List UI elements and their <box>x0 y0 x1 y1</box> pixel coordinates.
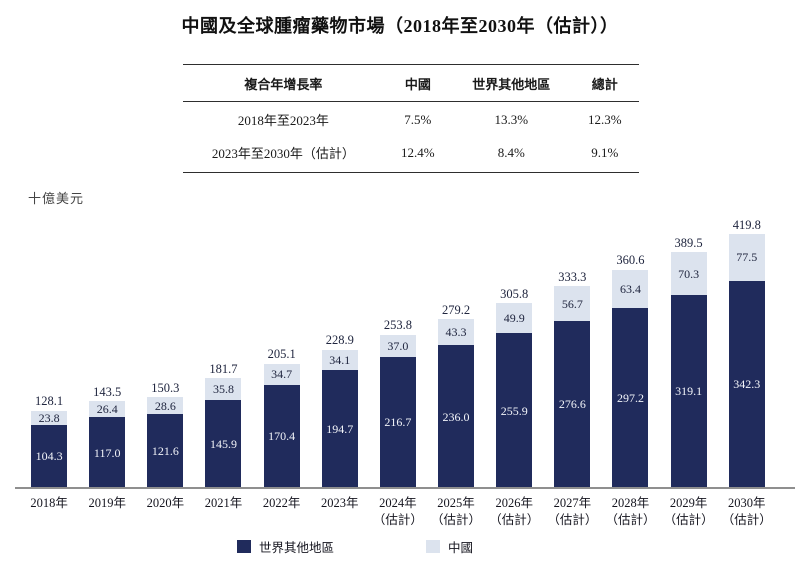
bar-segment-rest-of-world: 145.9 <box>205 399 242 488</box>
bar-segment-china: 49.9 <box>496 303 533 334</box>
x-axis-label: 2023年 <box>321 496 359 510</box>
bar-segment-china: 37.0 <box>379 334 416 357</box>
bar-segment-china: 35.8 <box>205 378 242 400</box>
bar-segment-rest-of-world: 276.6 <box>554 320 591 488</box>
x-axis-label: 2022年 <box>262 496 301 510</box>
x-axis-label: 2021年 <box>204 496 243 510</box>
bar-total-label: 205.1 <box>267 347 296 362</box>
bar-segment-china: 26.4 <box>89 401 126 418</box>
bar-column: 419.8 77.5 342.3 <box>718 206 776 488</box>
bar-total-label: 228.9 <box>325 333 354 348</box>
china-swatch-icon <box>426 540 441 553</box>
bar-column: 360.6 63.4 297.2 <box>601 206 659 488</box>
cagr-china-2: 12.4% <box>383 135 453 173</box>
bar-total-label: 419.8 <box>732 217 761 232</box>
legend: 世界其他地區 中國 <box>237 537 473 556</box>
x-axis-labels: 2018年 2019年 2020年 2021年 2022年 2023年 2024年 （估計） 2… <box>20 495 776 529</box>
x-axis-label: 2025年 （估計） <box>431 496 482 527</box>
bar-column: 279.2 43.3 236.0 <box>427 206 485 488</box>
bar-segment-rest-of-world: 117.0 <box>89 417 126 488</box>
bar-total-label: 389.5 <box>674 235 703 250</box>
bar-total-label: 181.7 <box>209 361 238 376</box>
bar-segment-china: 70.3 <box>670 252 707 295</box>
x-axis-line <box>15 487 795 489</box>
x-axis-label: 2020年 <box>146 496 185 510</box>
cagr-china-1: 7.5% <box>404 111 432 127</box>
bar-column: 205.1 34.7 170.4 <box>253 206 311 488</box>
cagr-rest-2: 8.4% <box>452 135 571 173</box>
cagr-total-2: 9.1% <box>570 135 639 173</box>
bar-segment-china: 77.5 <box>728 234 765 281</box>
bar-total-label: 150.3 <box>151 380 180 395</box>
bar-segment-rest-of-world: 216.7 <box>379 356 416 488</box>
bar-total-label: 128.1 <box>35 394 64 409</box>
bar-total-label: 253.8 <box>383 318 412 333</box>
bar-column: 389.5 70.3 319.1 <box>660 206 718 488</box>
cagr-header-rest-of-world: 世界其他地區 <box>452 64 571 102</box>
bar-total-label: 305.8 <box>500 286 529 301</box>
bar-segment-rest-of-world: 342.3 <box>728 280 765 488</box>
cagr-total-1: 12.3% <box>587 111 622 127</box>
bar-segment-rest-of-world: 104.3 <box>31 424 68 488</box>
bar-segment-china: 23.8 <box>31 410 68 425</box>
bar-segment-china: 34.7 <box>263 363 300 385</box>
x-axis-label: 2028年 （估計） <box>605 496 656 527</box>
x-axis-label: 2027年 （估計） <box>547 496 598 527</box>
x-axis-label: 2018年 <box>30 496 68 510</box>
cagr-header-china: 中國 <box>383 64 453 102</box>
bar-column: 150.3 28.6 121.6 <box>136 206 194 488</box>
x-axis-label: 2030年 （估計） <box>721 496 772 527</box>
legend-label-china: 中國 <box>448 541 474 555</box>
bar-column: 228.9 34.1 194.7 <box>311 206 369 488</box>
bar-column: 181.7 35.8 145.9 <box>194 206 252 488</box>
table-row: 2023年至2030年（估計） 12.4% 8.4% 9.1% <box>183 135 639 173</box>
bar-segment-china: 34.1 <box>321 349 358 371</box>
chart-title: 中國及全球腫瘤藥物市場（2018年至2030年（估計）） <box>181 16 619 36</box>
bar-segment-china: 28.6 <box>147 397 184 415</box>
cagr-table: 複合年增長率 中國 世界其他地區 總計 2018年至2023年 7.5% 13.… <box>183 64 639 173</box>
bar-total-label: 333.3 <box>558 269 587 284</box>
legend-item-rest-of-world: 世界其他地區 <box>237 537 334 556</box>
bar-column: 305.8 49.9 255.9 <box>485 206 543 488</box>
cagr-period-2: 2023年至2030年（估計） <box>183 135 384 173</box>
stacked-bar-chart: 128.1 23.8 104.3 143.5 26.4 117.0 150.3 28.6 121… <box>20 206 776 488</box>
y-axis-unit-label: 十億美元 <box>28 191 85 206</box>
x-axis-label: 2029年 （估計） <box>663 496 714 527</box>
bar-segment-rest-of-world: 236.0 <box>438 345 475 488</box>
cagr-period-1: 2018年至2023年 <box>237 113 329 128</box>
x-axis-label: 2024年 （估計） <box>372 496 423 527</box>
cagr-table-header-row: 複合年增長率 中國 世界其他地區 總計 <box>183 64 639 102</box>
cagr-header-total: 總計 <box>570 64 639 102</box>
bar-segment-rest-of-world: 255.9 <box>496 333 533 488</box>
bar-total-label: 360.6 <box>616 253 645 268</box>
bar-column: 333.3 56.7 276.6 <box>543 206 601 488</box>
bar-segment-rest-of-world: 170.4 <box>263 384 300 488</box>
legend-item-china: 中國 <box>426 537 473 556</box>
bar-column: 143.5 26.4 117.0 <box>78 206 136 488</box>
bar-segment-rest-of-world: 194.7 <box>321 370 358 488</box>
bar-segment-china: 63.4 <box>612 269 649 309</box>
bar-segment-china: 43.3 <box>438 319 475 346</box>
bar-segment-rest-of-world: 319.1 <box>670 294 707 488</box>
bar-segment-china: 56.7 <box>554 286 591 321</box>
x-axis-label: 2026年 （估計） <box>489 496 540 527</box>
rest-of-world-swatch-icon <box>237 540 251 553</box>
bar-total-label: 279.2 <box>441 302 471 317</box>
bar-column: 253.8 37.0 216.7 <box>369 206 427 488</box>
cagr-header-metric: 複合年增長率 <box>183 64 384 102</box>
bar-column: 128.1 23.8 104.3 <box>20 206 78 488</box>
bar-segment-rest-of-world: 297.2 <box>612 308 649 488</box>
cagr-rest-1: 13.3% <box>494 111 529 127</box>
legend-label-rest-of-world: 世界其他地區 <box>259 541 335 555</box>
bar-segment-rest-of-world: 121.6 <box>147 414 184 488</box>
table-row: 2018年至2023年 7.5% 13.3% 12.3% <box>183 102 639 136</box>
bar-total-label: 143.5 <box>93 384 122 399</box>
x-axis-label: 2019年 <box>88 496 126 510</box>
